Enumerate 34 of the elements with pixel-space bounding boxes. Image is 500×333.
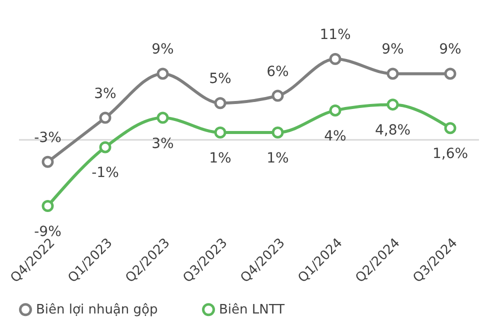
data-label: -1% [92,165,119,182]
point [272,90,284,102]
point [42,156,54,168]
legend-label: Biên lợi nhuận gộp [36,302,158,318]
point [214,97,226,110]
point [444,68,456,80]
data-label: 9% [439,42,462,58]
point [386,68,399,80]
point [329,104,342,116]
data-label: 11% [320,27,351,43]
data-label: -9% [34,224,62,240]
point [329,53,342,65]
point [99,112,112,124]
point [42,200,54,212]
point [156,68,169,80]
point [156,112,169,124]
data-label: -3% [34,130,62,146]
data-label: 1% [266,150,289,166]
data-label: 9% [382,42,404,58]
data-label: 6% [266,64,289,80]
point [272,126,284,138]
data-label: 4,8% [374,122,411,139]
legend-label: Biên LNTT [219,302,285,318]
data-label: 1,6% [432,146,468,162]
point [386,98,399,111]
data-label: 3% [152,136,174,152]
point [444,122,456,134]
data-label: 1% [209,150,232,166]
data-label: 9% [152,42,174,58]
point [99,141,112,154]
data-label: 5% [209,71,232,88]
point [214,126,226,138]
data-label: 3% [94,86,116,102]
data-label: 4% [324,128,346,144]
